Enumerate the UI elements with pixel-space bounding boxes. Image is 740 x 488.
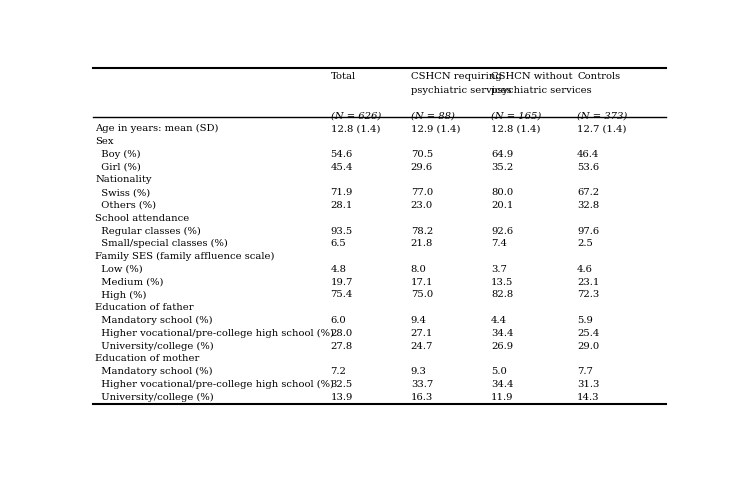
Text: (N = 165): (N = 165) xyxy=(491,111,542,120)
Text: 17.1: 17.1 xyxy=(411,278,434,286)
Text: 24.7: 24.7 xyxy=(411,342,433,350)
Text: 71.9: 71.9 xyxy=(331,188,353,197)
Text: 28.0: 28.0 xyxy=(331,329,353,338)
Text: 8.0: 8.0 xyxy=(411,265,427,274)
Text: 75.4: 75.4 xyxy=(331,290,353,300)
Text: Age in years: mean (SD): Age in years: mean (SD) xyxy=(95,124,219,133)
Text: Swiss (%): Swiss (%) xyxy=(95,188,151,197)
Text: 6.0: 6.0 xyxy=(331,316,346,325)
Text: 92.6: 92.6 xyxy=(491,226,514,236)
Text: 13.5: 13.5 xyxy=(491,278,514,286)
Text: 4.4: 4.4 xyxy=(491,316,507,325)
Text: (N = 373): (N = 373) xyxy=(577,111,628,120)
Text: 7.4: 7.4 xyxy=(491,239,507,248)
Text: Education of father: Education of father xyxy=(95,303,194,312)
Text: Family SES (family affluence scale): Family SES (family affluence scale) xyxy=(95,252,275,261)
Text: Others (%): Others (%) xyxy=(95,201,156,210)
Text: 28.1: 28.1 xyxy=(331,201,353,210)
Text: psychiatric services: psychiatric services xyxy=(491,86,592,95)
Text: 16.3: 16.3 xyxy=(411,393,433,402)
Text: 70.5: 70.5 xyxy=(411,150,433,159)
Text: 20.1: 20.1 xyxy=(491,201,514,210)
Text: Higher vocational/pre-college high school (%): Higher vocational/pre-college high schoo… xyxy=(95,329,334,338)
Text: School attendance: School attendance xyxy=(95,214,189,223)
Text: 25.4: 25.4 xyxy=(577,329,599,338)
Text: Mandatory school (%): Mandatory school (%) xyxy=(95,316,213,325)
Text: Controls: Controls xyxy=(577,72,620,81)
Text: 9.3: 9.3 xyxy=(411,367,427,376)
Text: (N = 626): (N = 626) xyxy=(331,111,381,120)
Text: Nationality: Nationality xyxy=(95,175,152,184)
Text: Sex: Sex xyxy=(95,137,114,146)
Text: Education of mother: Education of mother xyxy=(95,354,200,363)
Text: 29.6: 29.6 xyxy=(411,163,433,172)
Text: 33.7: 33.7 xyxy=(411,380,433,389)
Text: 5.9: 5.9 xyxy=(577,316,593,325)
Text: 32.5: 32.5 xyxy=(331,380,353,389)
Text: 46.4: 46.4 xyxy=(577,150,599,159)
Text: 67.2: 67.2 xyxy=(577,188,599,197)
Text: Higher vocational/pre-college high school (%): Higher vocational/pre-college high schoo… xyxy=(95,380,334,389)
Text: 12.8 (1.4): 12.8 (1.4) xyxy=(331,124,380,133)
Text: 13.9: 13.9 xyxy=(331,393,353,402)
Text: Low (%): Low (%) xyxy=(95,265,143,274)
Text: 29.0: 29.0 xyxy=(577,342,599,350)
Text: 80.0: 80.0 xyxy=(491,188,514,197)
Text: University/college (%): University/college (%) xyxy=(95,342,214,351)
Text: 2.5: 2.5 xyxy=(577,239,593,248)
Text: 31.3: 31.3 xyxy=(577,380,599,389)
Text: Total: Total xyxy=(331,72,356,81)
Text: 26.9: 26.9 xyxy=(491,342,514,350)
Text: 4.6: 4.6 xyxy=(577,265,593,274)
Text: 6.5: 6.5 xyxy=(331,239,346,248)
Text: 7.7: 7.7 xyxy=(577,367,593,376)
Text: 64.9: 64.9 xyxy=(491,150,514,159)
Text: 75.0: 75.0 xyxy=(411,290,433,300)
Text: 3.7: 3.7 xyxy=(491,265,507,274)
Text: 12.7 (1.4): 12.7 (1.4) xyxy=(577,124,627,133)
Text: CSHCN requiring: CSHCN requiring xyxy=(411,72,502,81)
Text: 5.0: 5.0 xyxy=(491,367,507,376)
Text: 12.8 (1.4): 12.8 (1.4) xyxy=(491,124,541,133)
Text: 72.3: 72.3 xyxy=(577,290,599,300)
Text: (N = 88): (N = 88) xyxy=(411,111,454,120)
Text: High (%): High (%) xyxy=(95,290,147,300)
Text: 53.6: 53.6 xyxy=(577,163,599,172)
Text: Boy (%): Boy (%) xyxy=(95,150,141,159)
Text: 45.4: 45.4 xyxy=(331,163,353,172)
Text: 14.3: 14.3 xyxy=(577,393,599,402)
Text: University/college (%): University/college (%) xyxy=(95,393,214,402)
Text: Medium (%): Medium (%) xyxy=(95,278,164,286)
Text: 34.4: 34.4 xyxy=(491,380,514,389)
Text: Small/special classes (%): Small/special classes (%) xyxy=(95,239,228,248)
Text: 34.4: 34.4 xyxy=(491,329,514,338)
Text: 9.4: 9.4 xyxy=(411,316,427,325)
Text: 97.6: 97.6 xyxy=(577,226,599,236)
Text: 27.1: 27.1 xyxy=(411,329,433,338)
Text: 82.8: 82.8 xyxy=(491,290,514,300)
Text: 78.2: 78.2 xyxy=(411,226,433,236)
Text: 12.9 (1.4): 12.9 (1.4) xyxy=(411,124,460,133)
Text: 21.8: 21.8 xyxy=(411,239,433,248)
Text: Girl (%): Girl (%) xyxy=(95,163,141,172)
Text: 77.0: 77.0 xyxy=(411,188,433,197)
Text: 11.9: 11.9 xyxy=(491,393,514,402)
Text: 54.6: 54.6 xyxy=(331,150,353,159)
Text: 93.5: 93.5 xyxy=(331,226,353,236)
Text: 7.2: 7.2 xyxy=(331,367,346,376)
Text: psychiatric services: psychiatric services xyxy=(411,86,511,95)
Text: 19.7: 19.7 xyxy=(331,278,353,286)
Text: Regular classes (%): Regular classes (%) xyxy=(95,226,201,236)
Text: 27.8: 27.8 xyxy=(331,342,353,350)
Text: 23.0: 23.0 xyxy=(411,201,433,210)
Text: 32.8: 32.8 xyxy=(577,201,599,210)
Text: 4.8: 4.8 xyxy=(331,265,346,274)
Text: Mandatory school (%): Mandatory school (%) xyxy=(95,367,213,376)
Text: CSHCN without: CSHCN without xyxy=(491,72,573,81)
Text: 23.1: 23.1 xyxy=(577,278,599,286)
Text: 35.2: 35.2 xyxy=(491,163,514,172)
